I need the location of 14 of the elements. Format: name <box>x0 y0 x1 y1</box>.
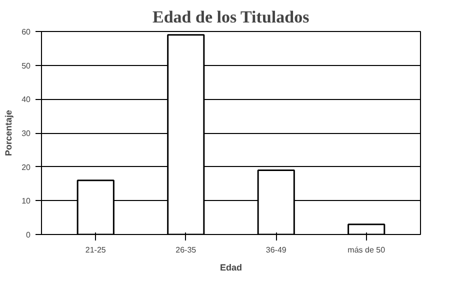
y-tick-label: 30 <box>22 129 32 138</box>
x-tick-label: 21-25 <box>85 246 106 254</box>
y-axis-title: Porcentaje <box>4 110 14 156</box>
y-tick-label: 20 <box>22 162 32 172</box>
x-tick-label: 26-35 <box>176 246 197 254</box>
y-tick-label: 60 <box>22 28 32 36</box>
y-tick-label: 40 <box>22 95 32 104</box>
y-tick-label: 0 <box>26 230 32 240</box>
chart-title: Edad de los Titulados <box>152 8 310 26</box>
y-tick-label: 50 <box>22 61 32 70</box>
x-tick-label: 36-49 <box>266 246 287 254</box>
y-tick-label: 10 <box>22 196 32 206</box>
x-tick-label: más de 50 <box>348 246 386 254</box>
x-axis-title: Edad <box>220 262 242 272</box>
